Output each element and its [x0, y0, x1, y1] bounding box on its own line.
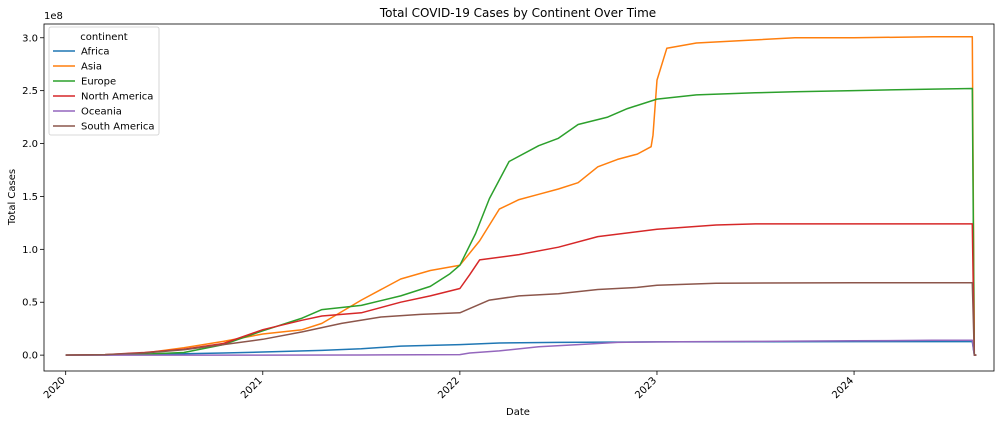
legend-items: Africa Asia Europe North America Oceania Sout…: [53, 47, 155, 133]
series-line-africa: [65, 340, 977, 356]
series-line-north-america: [65, 223, 977, 356]
y-tick-label: 0.5: [22, 298, 38, 309]
legend-label-south-america: South America: [81, 122, 155, 133]
y-axis: 0.0 0.5 1.0 1.5 2.0 2.5 3.0: [22, 33, 44, 362]
plot-frame: [43, 23, 995, 372]
y-tick-label: 3.0: [22, 33, 38, 44]
y-tick-label: 1.5: [22, 192, 38, 203]
series-line-asia: [65, 35, 977, 356]
series-line-europe: [65, 87, 977, 356]
legend-label-asia: Asia: [81, 62, 102, 73]
y-axis-offset-label: 1e8: [44, 11, 63, 22]
y-tick-label: 1.0: [22, 245, 38, 256]
legend-frame: [48, 26, 160, 136]
legend-label-africa: Africa: [81, 47, 110, 58]
x-axis-label: Date: [506, 407, 530, 418]
series-line-south-america: [65, 281, 977, 356]
series-layer: [65, 35, 977, 356]
legend-label-north-america: North America: [81, 92, 153, 103]
legend-label-oceania: Oceania: [81, 107, 122, 118]
chart-title: Total COVID-19 Cases by Continent Over T…: [379, 6, 656, 20]
y-axis-label: Total Cases: [7, 169, 18, 226]
legend: continent Africa Asia Europe North America O…: [48, 26, 160, 136]
y-tick-label: 2.0: [22, 139, 38, 150]
legend-title: continent: [80, 32, 127, 43]
y-tick-label: 2.5: [22, 86, 38, 97]
y-tick-label: 0.0: [22, 351, 38, 362]
series-line-oceania: [65, 339, 977, 356]
legend-label-europe: Europe: [81, 77, 116, 88]
